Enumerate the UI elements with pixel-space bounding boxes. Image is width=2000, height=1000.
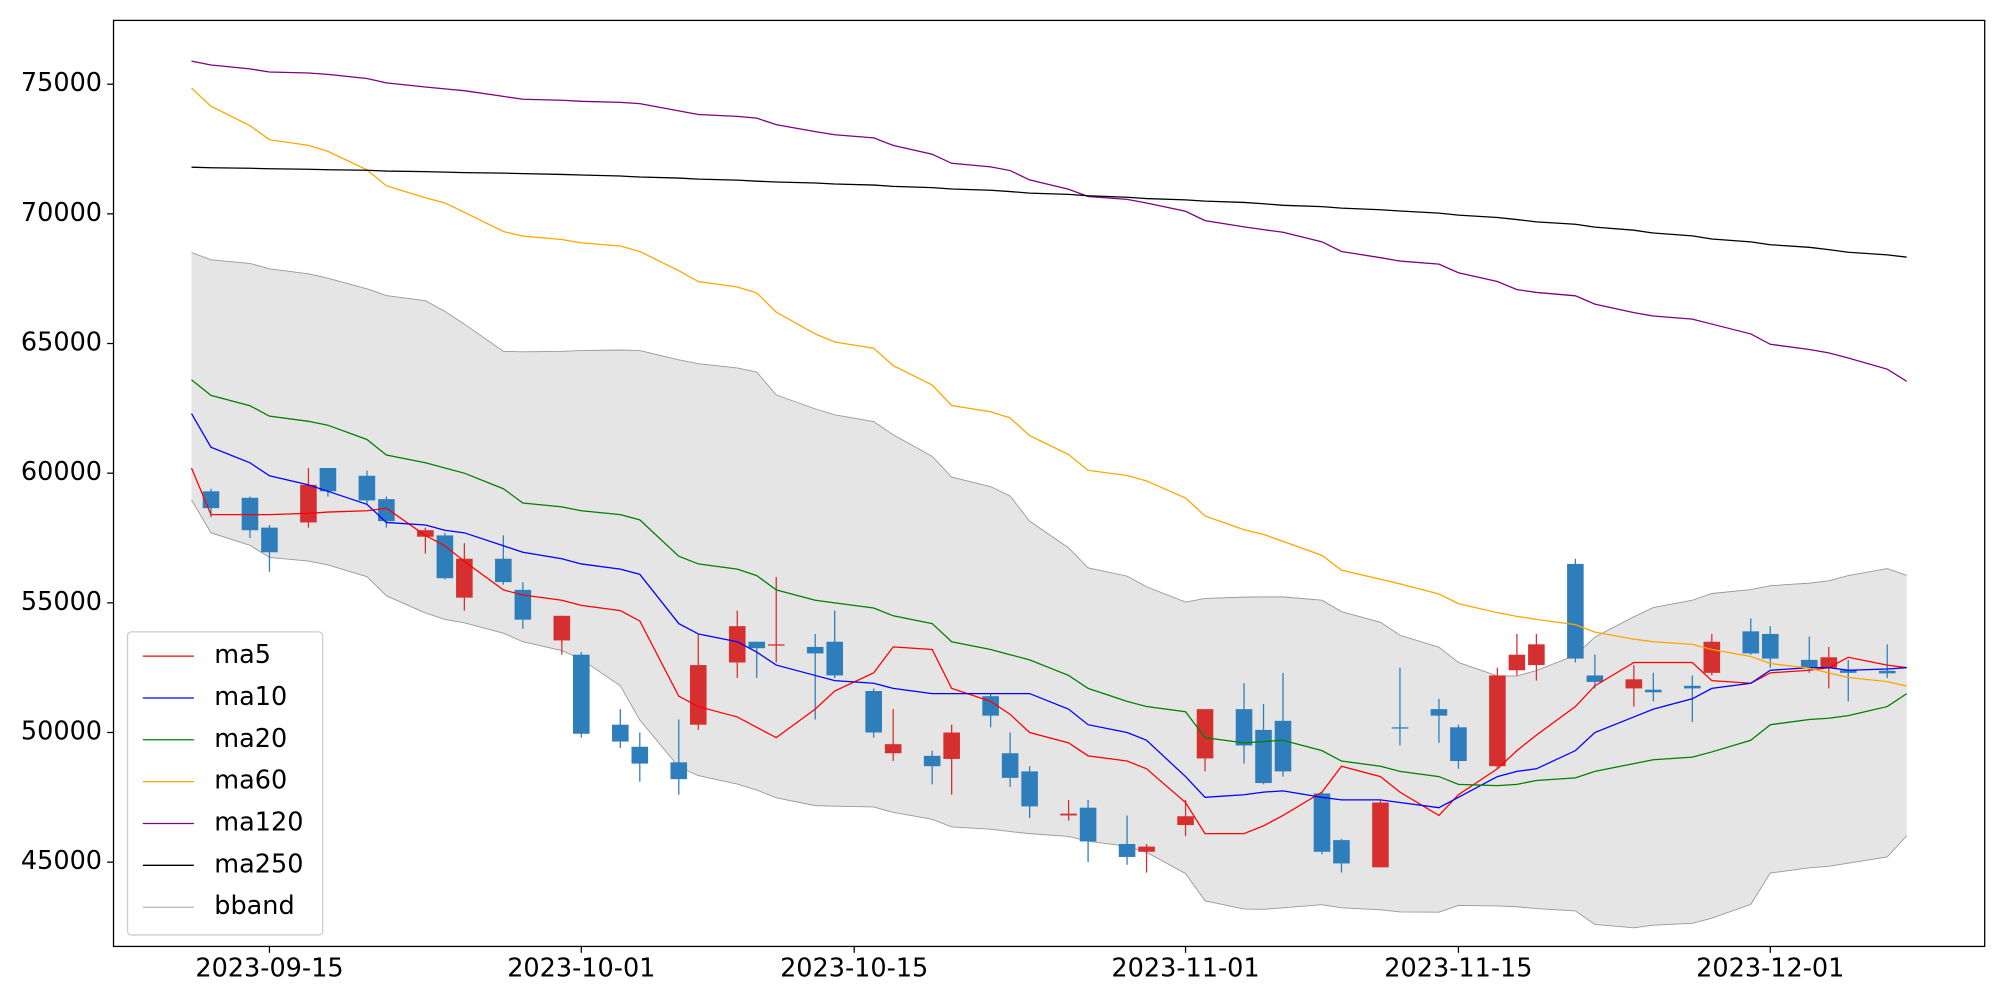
candle-body (748, 641, 766, 649)
plot-area (190, 60, 1908, 929)
candle-body (923, 755, 941, 767)
candle-body (943, 732, 960, 759)
legend-label: bband (214, 891, 294, 921)
legend-box (126, 631, 324, 936)
bband-area (191, 252, 1907, 928)
legend-label: ma250 (214, 849, 303, 879)
candle-body (358, 475, 376, 501)
y-tick-label: 50000 (21, 716, 102, 746)
candle-body (514, 589, 532, 620)
legend-label: ma5 (214, 640, 271, 670)
candle-body (319, 467, 337, 492)
candle-body (1528, 644, 1545, 666)
y-tick-label: 60000 (21, 457, 102, 487)
candle-body (982, 696, 999, 716)
x-tick-label: 2023-11-01 (1111, 953, 1259, 983)
candle-body (378, 499, 395, 522)
candle-body (1118, 843, 1136, 857)
ma-line (191, 166, 1907, 258)
candle-body (1001, 753, 1019, 778)
candle-body (1255, 729, 1272, 784)
y-tick-label: 55000 (21, 587, 102, 617)
candle-body (1839, 670, 1857, 673)
candle-body (1586, 675, 1604, 682)
candle-body (806, 646, 824, 654)
candle-body (1800, 659, 1818, 668)
candle-body (1684, 685, 1701, 689)
x-tick-label: 2023-12-01 (1696, 953, 1844, 983)
bband-upper (191, 252, 1907, 677)
candle-body (1235, 709, 1253, 746)
legend: ma5 ma10 ma20 ma60 ma120 ma250 bband (126, 631, 324, 936)
candle-body (1333, 840, 1350, 864)
candle-body (1313, 793, 1331, 852)
candle-body (1645, 689, 1662, 693)
candle-body (436, 535, 454, 579)
candle-body (826, 641, 843, 676)
legend-label: ma120 (214, 807, 303, 837)
bband-lower (191, 499, 1908, 929)
candle-body (1820, 657, 1838, 668)
candle-body (1508, 654, 1526, 671)
ma-line (191, 379, 1908, 787)
candle-body (1625, 679, 1643, 689)
candle-body (767, 644, 785, 646)
candle-body (1196, 709, 1214, 759)
candle-body (1703, 641, 1721, 673)
candle-body (300, 484, 317, 523)
candle-body (1021, 771, 1038, 807)
candle-body (884, 744, 902, 754)
legend-label: ma60 (214, 766, 287, 796)
candle-body (573, 654, 590, 734)
legend-label: ma20 (214, 724, 287, 754)
ma-line (191, 60, 1908, 382)
candle-body (612, 724, 629, 742)
x-tick-label: 2023-10-15 (780, 953, 928, 983)
candle-body (1489, 675, 1506, 767)
candle-body (1177, 816, 1194, 826)
ma-line (190, 413, 1907, 809)
x-tick-label: 2023-10-01 (507, 953, 655, 983)
candle-body (495, 558, 512, 583)
candle-body (1878, 670, 1896, 674)
x-tick-label: 2023-09-15 (195, 953, 343, 983)
candle-body (865, 691, 882, 733)
candle-body (689, 665, 707, 725)
ma-line (191, 87, 1907, 687)
candle-body (1079, 807, 1097, 842)
candle-body (631, 746, 649, 764)
candle-body (261, 527, 278, 553)
y-tick-label: 45000 (21, 846, 102, 876)
ma-line (190, 467, 1907, 835)
y-tick-label: 70000 (21, 198, 102, 228)
candle-body (456, 558, 473, 598)
y-tick-label: 65000 (21, 328, 102, 358)
candle-body (670, 762, 688, 780)
candle-body (1430, 709, 1448, 716)
candle-body (728, 626, 746, 663)
candle-body (1060, 813, 1077, 816)
legend-label: ma10 (214, 682, 287, 712)
candle-body (241, 497, 259, 531)
candle-body (1450, 727, 1467, 762)
candle-body (1567, 563, 1584, 659)
candle-body (1372, 802, 1389, 868)
candle-body (417, 530, 434, 537)
candle-body (1391, 727, 1409, 729)
x-tick-label: 2023-11-15 (1384, 953, 1532, 983)
candle-body (1274, 720, 1292, 772)
candle-body (1742, 631, 1760, 654)
y-tick-label: 75000 (21, 68, 102, 98)
candle-body (1761, 633, 1779, 659)
candle-body (1138, 846, 1155, 852)
candle-body (553, 615, 571, 641)
plot-frame (112, 19, 1986, 948)
